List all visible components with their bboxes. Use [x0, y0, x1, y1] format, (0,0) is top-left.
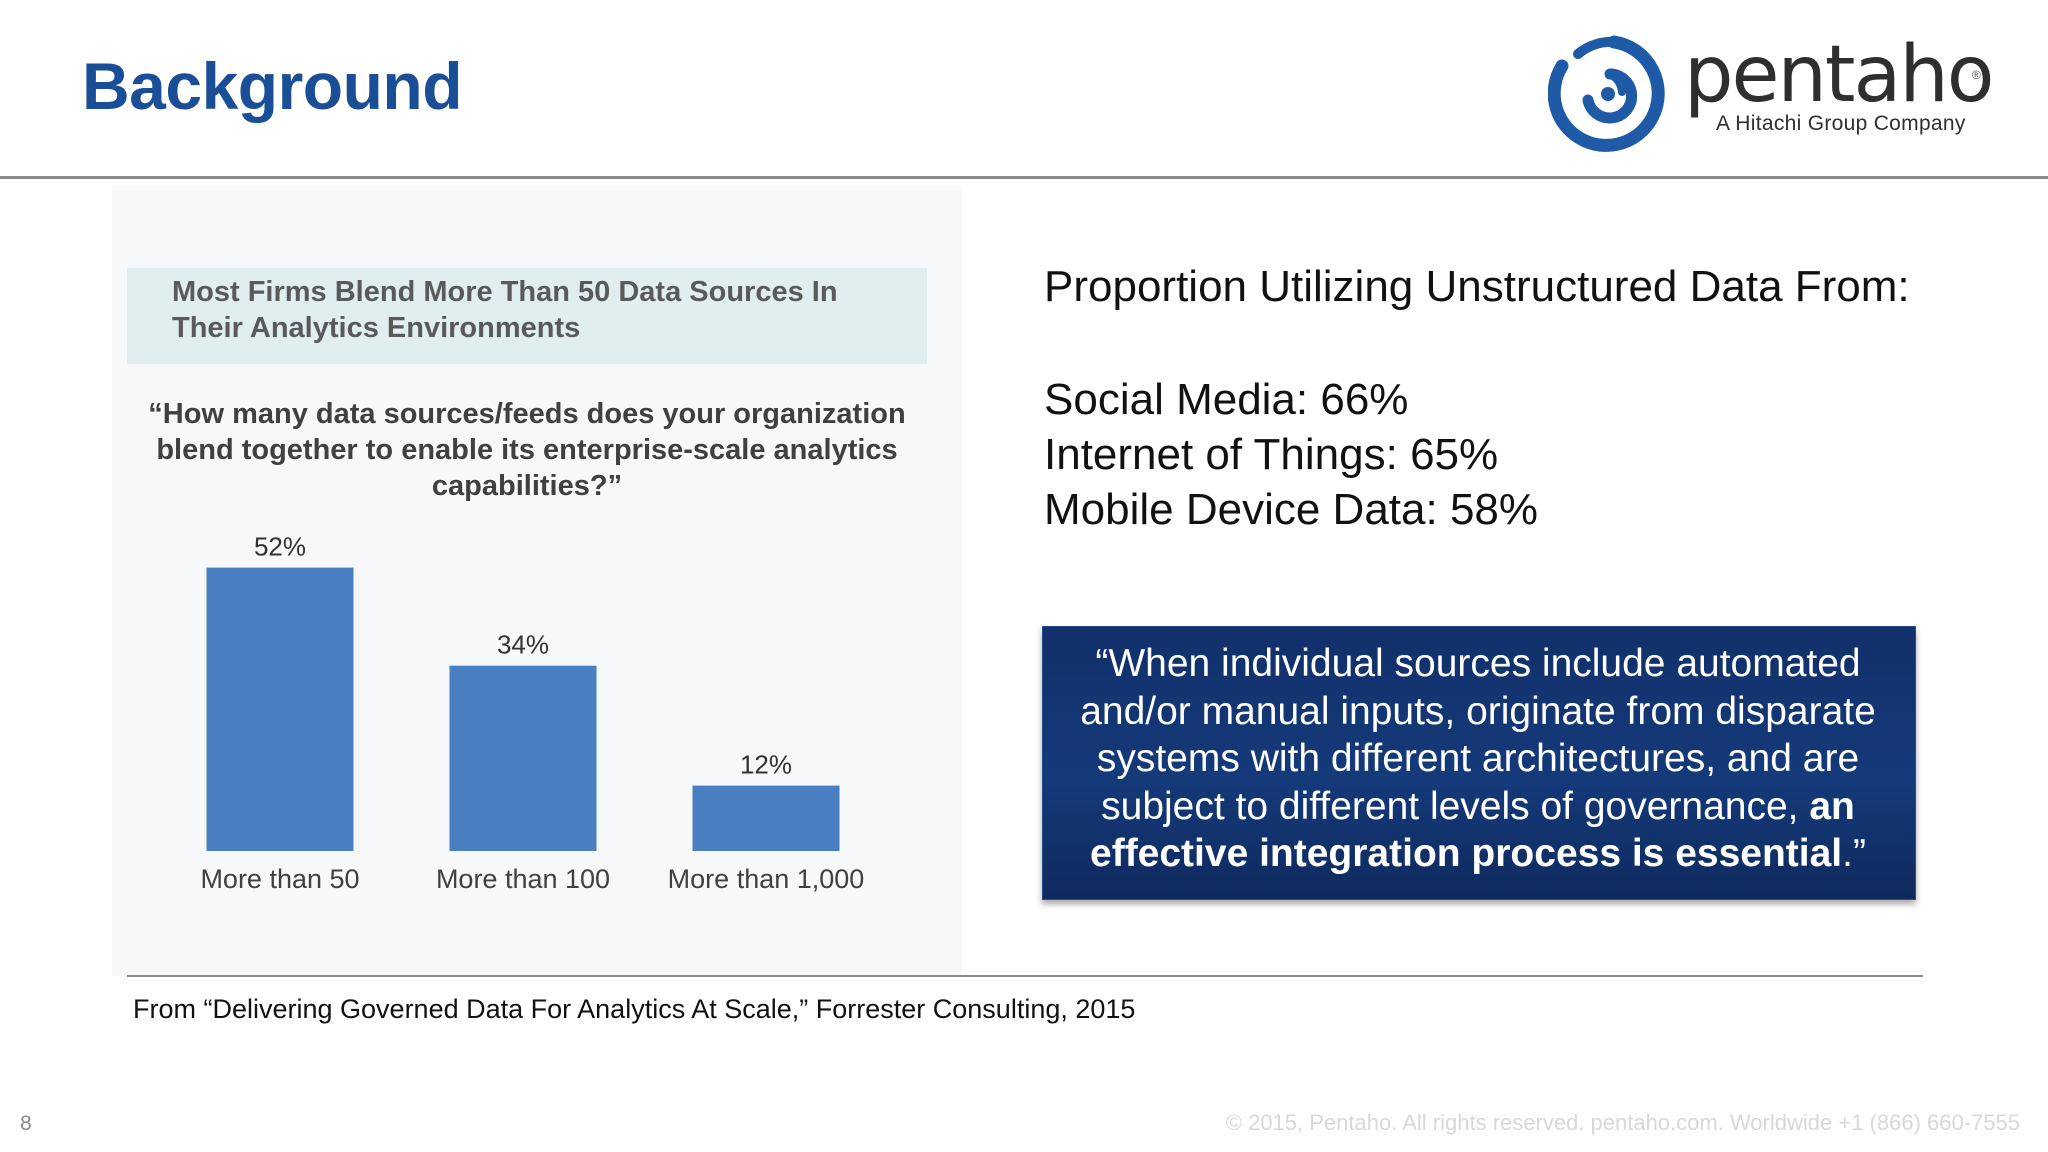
header-divider: [0, 176, 2048, 179]
quote-body: “When individual sources include automat…: [1080, 642, 1876, 828]
survey-question: “How many data sources/feeds does your o…: [148, 398, 906, 502]
bar-chart: 52% More than 50 34% More than 100 12% More t…: [200, 532, 865, 894]
stats-heading: Proportion Utilizing Unstructured Data F…: [1044, 262, 1910, 311]
stat-internet-of-things: Internet of Things: 65%: [1044, 430, 1499, 479]
source-divider: [127, 975, 1923, 977]
pentaho-spiral-icon: [1548, 35, 1665, 152]
category-label: More than 100: [436, 864, 610, 894]
registered-mark: ®: [1972, 68, 1981, 82]
quote-text: “When individual sources include automat…: [1052, 640, 1904, 878]
category-label: More than 50: [200, 864, 359, 894]
bar-3: [692, 785, 840, 851]
source-citation: From “Delivering Governed Data For Analy…: [133, 994, 1136, 1024]
pentaho-logo: pentaho ® A Hitachi Group Company: [1548, 30, 1994, 154]
bar-1: [206, 567, 354, 851]
quote-closing: .”: [1842, 832, 1866, 875]
slide-title: Background: [82, 49, 463, 123]
copyright-footer: © 2015, Pentaho. All rights reserved. pe…: [1225, 1110, 2020, 1135]
bar-value-label: 12%: [740, 750, 792, 780]
bar-value-label: 34%: [497, 630, 549, 660]
figure-header-band: [127, 268, 927, 364]
quote-box: [1042, 626, 1916, 900]
quote-emphasis: an effective integration process is esse…: [1090, 784, 1855, 876]
stat-social-media: Social Media: 66%: [1044, 375, 1409, 424]
logo-wordmark: pentaho: [1684, 30, 1994, 120]
category-label: More than 1,000: [668, 864, 865, 894]
bar-value-label: 52%: [254, 532, 306, 562]
stat-mobile-device-data: Mobile Device Data: 58%: [1044, 485, 1539, 534]
figure-header: Most Firms Blend More Than 50 Data Sourc…: [172, 276, 838, 344]
page-number: 8: [20, 1112, 32, 1135]
logo-tagline: A Hitachi Group Company: [1716, 112, 1966, 135]
bar-2: [449, 665, 597, 851]
stats-list: Social Media: 66% Internet of Things: 65…: [1044, 372, 1538, 537]
